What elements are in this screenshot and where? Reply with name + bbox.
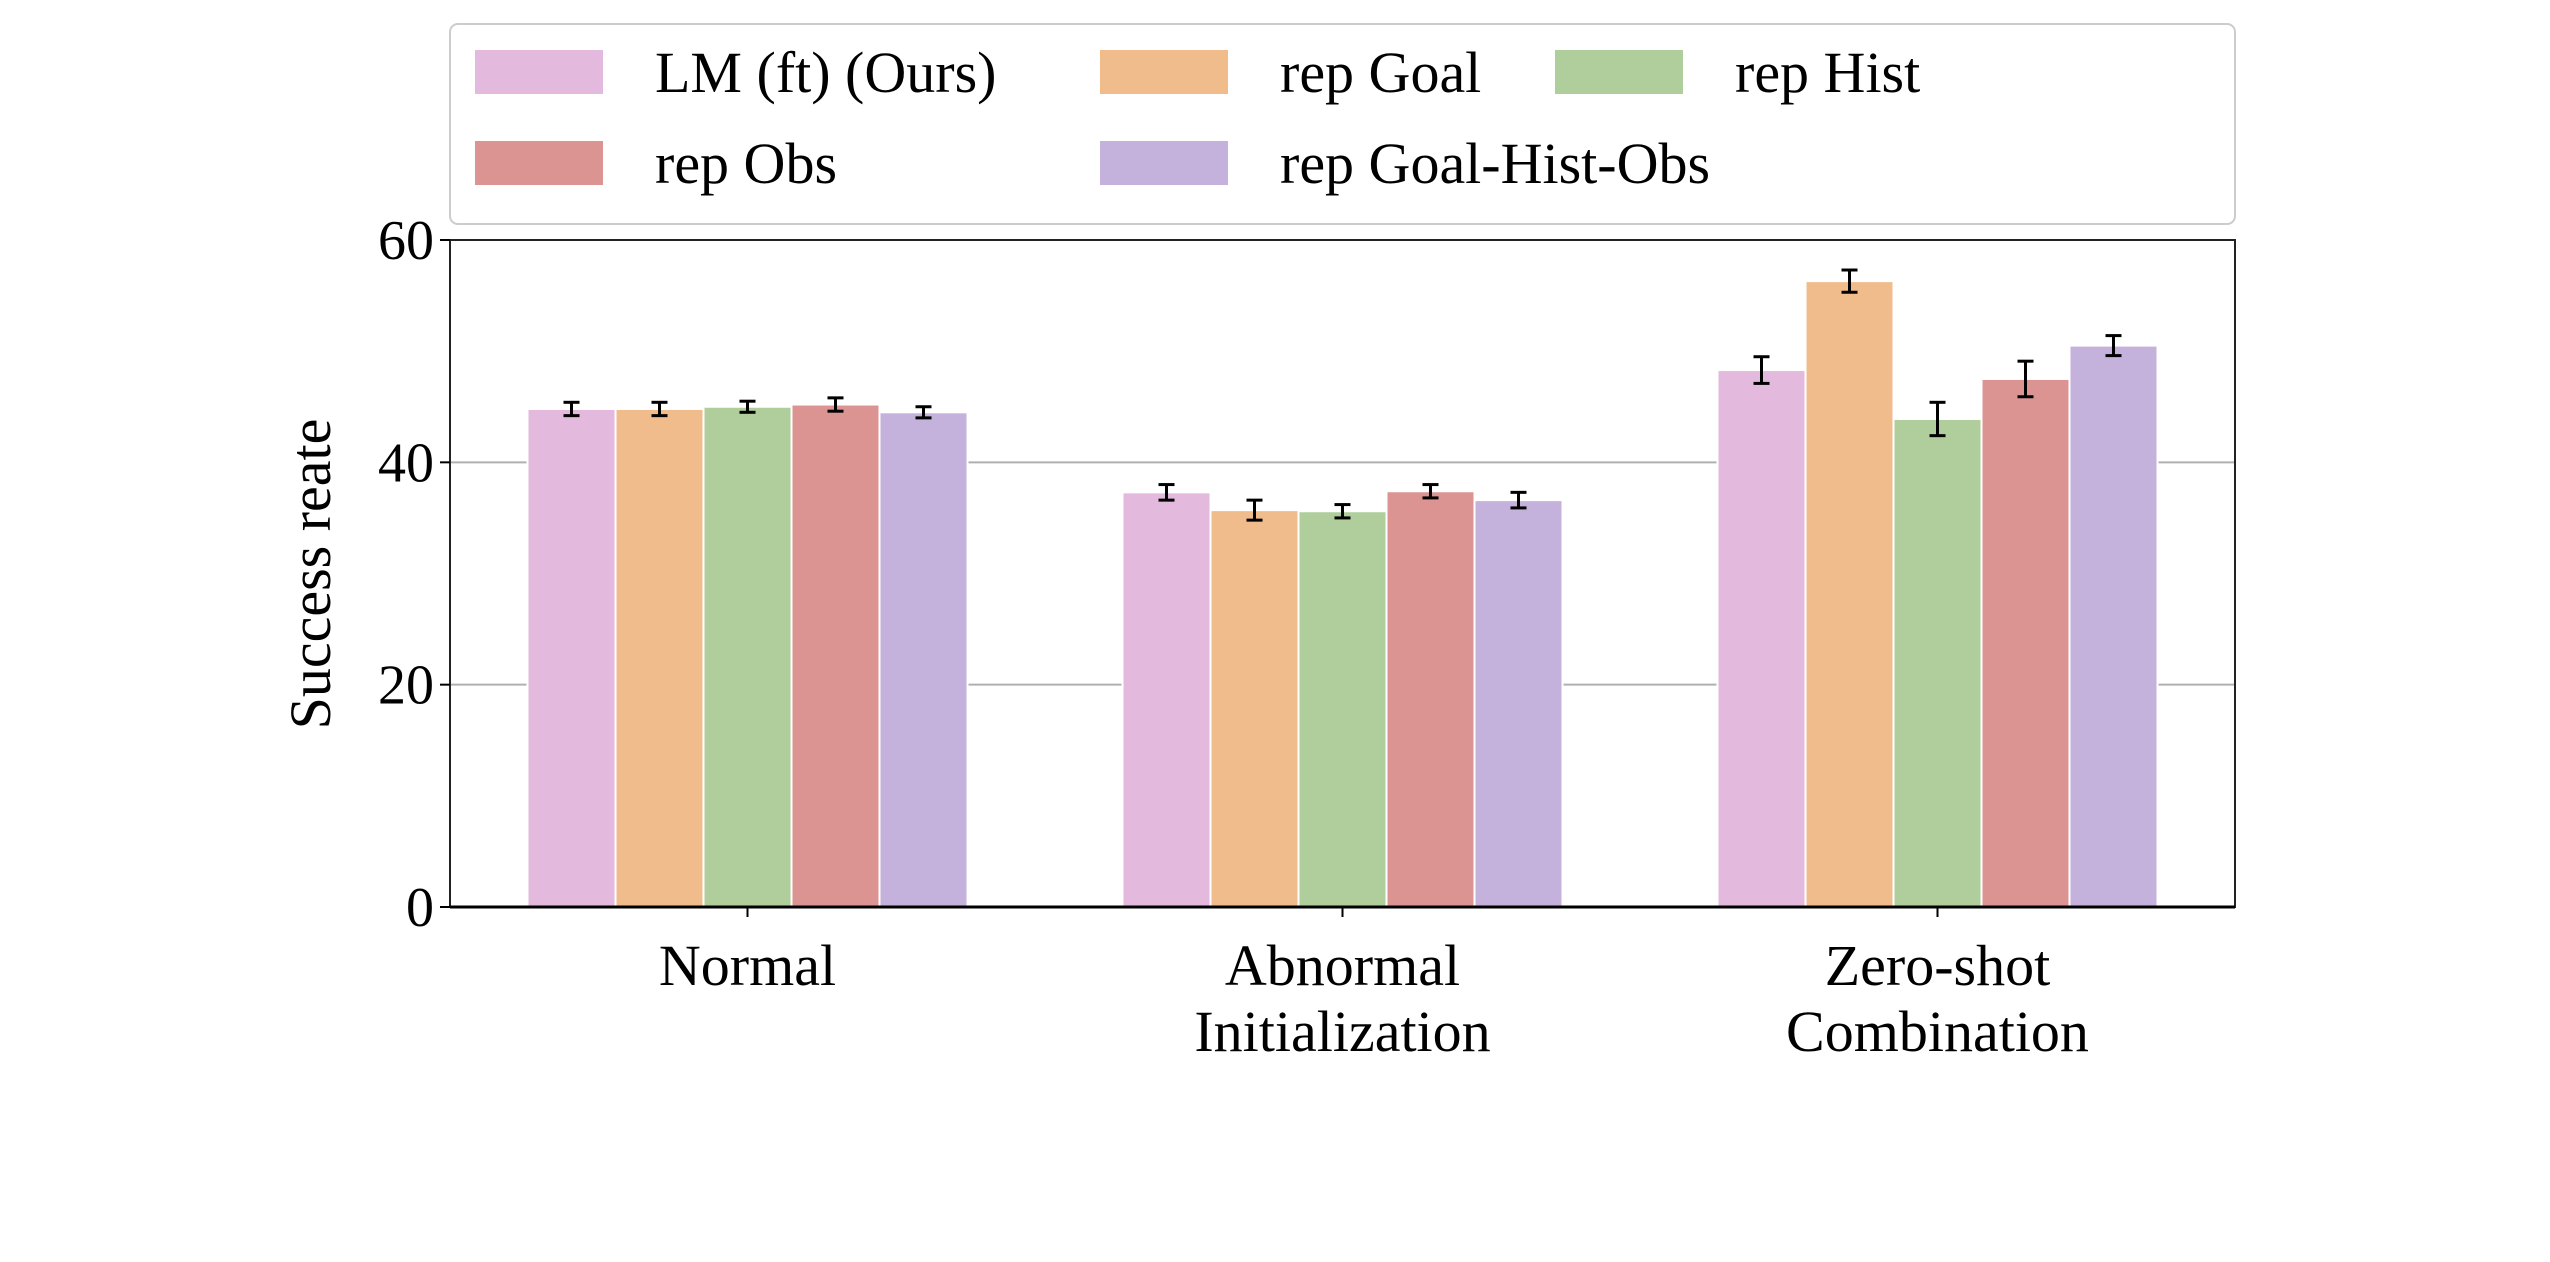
- y-tick-label: 60: [378, 210, 434, 272]
- error-bar: [651, 400, 668, 418]
- error-bar: [563, 400, 580, 418]
- bar: [614, 407, 705, 908]
- y-tick-label: 20: [378, 655, 434, 717]
- error-bar: [1929, 400, 1946, 438]
- bar: [526, 407, 617, 908]
- error-bar: [827, 396, 844, 413]
- x-category-labels: Normal Abnormal Initialization Zero-shot Com…: [659, 907, 2089, 1064]
- legend-swatch: [1100, 141, 1228, 185]
- error-bar: [2105, 334, 2122, 358]
- bar: [1892, 417, 1983, 908]
- legend-label: rep Obs: [655, 131, 837, 196]
- error-bar: [915, 405, 932, 420]
- legend-swatch: [1100, 50, 1228, 94]
- legend-label: rep Hist: [1735, 40, 1920, 105]
- legend-label: LM (ft) (Ours): [655, 40, 996, 105]
- error-bar: [1753, 355, 1770, 385]
- bar: [1121, 491, 1212, 908]
- y-ticks: 0 20 40 60: [378, 210, 450, 939]
- legend-swatch: [475, 50, 603, 94]
- bar: [878, 411, 969, 908]
- legend-box: [449, 23, 2236, 225]
- bar: [1804, 280, 1895, 908]
- bar: [1716, 369, 1807, 908]
- y-axis-label: Success reate: [278, 419, 343, 730]
- error-bars: [563, 268, 2122, 522]
- bar: [1297, 510, 1388, 908]
- bars: [526, 280, 2159, 909]
- legend-swatch: [475, 141, 603, 185]
- bar: [1385, 490, 1476, 908]
- legend-label: rep Goal-Hist-Obs: [1280, 131, 1710, 196]
- error-bar: [1422, 483, 1439, 500]
- error-bar: [1841, 268, 1858, 294]
- bar: [790, 403, 881, 908]
- y-tick-label: 40: [378, 432, 434, 494]
- x-tick-label: Zero-shot Combination: [1786, 933, 2089, 1064]
- legend-swatch: [1555, 50, 1683, 94]
- error-bar: [1510, 490, 1527, 510]
- y-tick-label: 0: [406, 877, 434, 939]
- x-tick-label: Normal: [659, 933, 836, 998]
- legend-label: rep Goal: [1280, 40, 1481, 105]
- bar: [1473, 499, 1564, 908]
- error-bar: [1246, 498, 1263, 522]
- x-tick-label: Abnormal Initialization: [1194, 933, 1490, 1064]
- error-bar: [1158, 483, 1175, 502]
- bar: [1209, 509, 1300, 908]
- bar: [702, 405, 793, 908]
- legend: LM (ft) (Ours) rep Goal rep Hist rep Obs rep…: [449, 23, 2236, 225]
- error-bar: [739, 399, 756, 414]
- error-bar: [1334, 503, 1351, 520]
- bar: [1980, 377, 2071, 909]
- bar: [2068, 344, 2159, 908]
- error-bar: [2017, 359, 2034, 399]
